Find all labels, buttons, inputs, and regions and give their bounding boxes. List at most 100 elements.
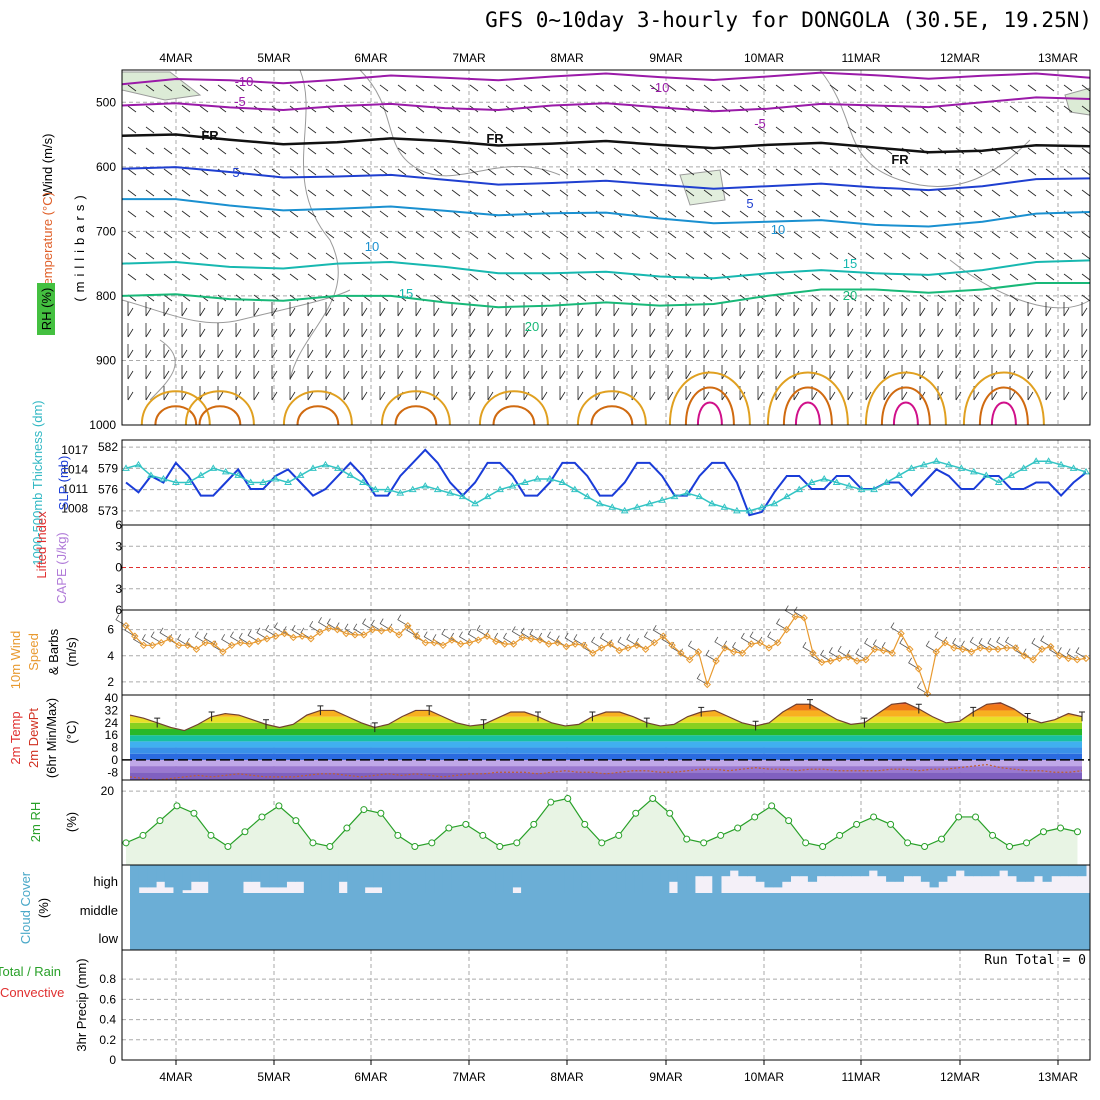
wind-barb	[379, 84, 389, 92]
temp-minmax	[426, 705, 433, 716]
wind-barb	[523, 323, 530, 338]
wind-barb	[217, 302, 224, 317]
cloud-high-bar	[920, 865, 931, 882]
wind10-marker	[148, 641, 157, 650]
cloud-high-bar	[495, 865, 505, 893]
thickness-marker	[533, 474, 542, 482]
temp-band	[130, 759, 1082, 767]
wind-barb	[739, 210, 749, 218]
wind10-barb	[960, 640, 972, 653]
ylabel-wind10unit: (m/s)	[64, 637, 79, 667]
wind-barb	[613, 294, 623, 302]
rh-marker	[156, 817, 164, 825]
wind-barb	[901, 168, 911, 176]
cloud-high-bar	[877, 865, 887, 877]
temp-band	[130, 729, 1082, 736]
thickness-marker	[920, 460, 928, 468]
wind-barb	[757, 386, 764, 401]
wind10-barb	[256, 627, 268, 640]
temp-band	[130, 735, 1082, 742]
wind-barb	[343, 105, 353, 113]
thickness-marker	[1057, 460, 1065, 468]
thickness-marker	[795, 485, 804, 493]
wind-barb	[235, 147, 245, 155]
wind-barb	[865, 147, 875, 155]
wind-barb	[235, 252, 245, 260]
wind-barb	[451, 252, 461, 260]
wind-barb	[235, 189, 245, 197]
wind10m-panel	[115, 605, 1090, 698]
wind10-barb	[599, 632, 611, 645]
cloud-high-bar	[625, 865, 635, 893]
wind-barb	[883, 344, 890, 359]
wind10-barb	[934, 631, 946, 644]
wind-barb	[937, 294, 947, 302]
wind-barb	[1009, 168, 1019, 176]
cloud-high-bar	[364, 865, 374, 888]
wind10-marker	[210, 640, 218, 648]
cloud-high-bar	[451, 865, 461, 893]
wind-barb	[685, 323, 692, 338]
wind-barb	[595, 126, 605, 134]
cloud-high-bar	[555, 865, 566, 893]
wind-barb	[199, 386, 206, 401]
wind-barb	[433, 386, 440, 401]
cloud-high-bar	[851, 865, 861, 877]
wind-barb	[793, 189, 803, 197]
wind-barb	[613, 147, 623, 155]
bottom-date-label: 7MAR	[452, 1070, 486, 1084]
wind-barb	[325, 273, 335, 281]
wind10-marker	[685, 655, 694, 664]
wind-barb	[703, 294, 713, 302]
wind-barb	[559, 294, 569, 302]
wind10-barb	[705, 649, 717, 662]
cloud-high-bar	[807, 865, 818, 882]
wind-barb	[541, 365, 548, 380]
thickness-marker	[620, 506, 629, 514]
wind-barb	[397, 344, 404, 359]
rh-marker	[1074, 828, 1082, 836]
wind-barb	[1081, 323, 1088, 338]
wind-barb	[559, 231, 569, 239]
top-date-label: 5MAR	[257, 51, 291, 65]
wind-barb	[379, 210, 389, 218]
wind-barb	[343, 84, 353, 92]
wind-barb	[757, 365, 764, 380]
wind-barb	[505, 126, 515, 134]
wind-barb	[559, 168, 569, 176]
ylabel-wind10b: Speed	[26, 633, 41, 671]
rh-marker	[241, 828, 249, 836]
wind-barb	[829, 147, 839, 155]
wind-barb	[127, 252, 137, 260]
wind-barb	[613, 302, 620, 317]
wind-barb	[145, 365, 152, 380]
wind-barb	[793, 168, 803, 176]
wind10-marker	[492, 637, 500, 646]
wind-barb	[865, 252, 875, 260]
thickness-marker	[521, 478, 529, 485]
wind-barb	[649, 126, 659, 134]
chart-title: GFS 0~10day 3-hourly for DONGOLA (30.5E,…	[485, 8, 1092, 32]
temp-minmax	[480, 719, 487, 729]
wind-barb	[523, 84, 533, 92]
wind10-marker	[703, 680, 711, 689]
wind-barb	[1027, 302, 1034, 317]
wind-barb	[685, 210, 695, 218]
wind-barb	[919, 344, 926, 359]
top-date-label: 6MAR	[354, 51, 388, 65]
wind10-marker	[897, 629, 905, 638]
wind-barb	[793, 273, 803, 281]
wind-barb	[1063, 323, 1070, 338]
wind10-marker	[360, 631, 368, 639]
wind10-marker	[501, 640, 509, 648]
wind10-marker	[818, 658, 826, 667]
cloud-high-bar	[468, 865, 479, 893]
wind-barb	[1027, 126, 1037, 134]
wind10-marker	[782, 625, 791, 634]
wind-barb	[235, 365, 242, 380]
wind-barb	[199, 189, 209, 197]
wind-barb	[379, 323, 386, 338]
wind-barb	[865, 323, 872, 338]
top-date-label: 13MAR	[1038, 51, 1078, 65]
